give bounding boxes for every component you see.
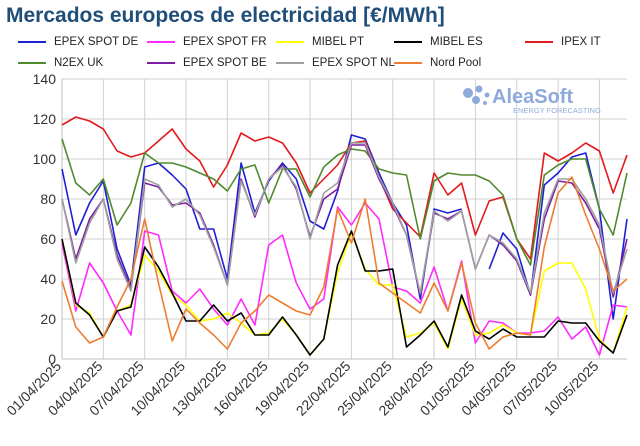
legend-label: MIBEL ES: [430, 36, 483, 48]
y-tick-label: 120: [33, 111, 57, 127]
y-tick-label: 20: [40, 311, 56, 327]
legend-swatch: [394, 62, 422, 64]
legend-swatch: [147, 41, 175, 43]
series-line-epex-spot-fr: [61, 202, 628, 356]
aleasoft-logo: AleaSoft ENERGY FORECASTING: [463, 85, 601, 115]
legend-label: Nord Pool: [430, 57, 482, 69]
y-tick-label: 60: [40, 231, 56, 247]
legend-item: Nord Pool: [394, 57, 481, 69]
logo-name: AleaSoft: [492, 86, 573, 108]
legend-label: MIBEL PT: [312, 36, 364, 48]
page-title: Mercados europeos de electricidad [€/MWh…: [6, 4, 445, 27]
series-line-mibel-es: [61, 230, 628, 356]
legend-item: MIBEL PT: [276, 36, 364, 48]
logo-tagline: ENERGY FORECASTING: [513, 106, 601, 115]
legend-swatch: [276, 62, 304, 64]
series-line-ipex-it: [61, 116, 628, 260]
y-tick-label: 80: [40, 191, 56, 207]
axes: [61, 79, 627, 360]
series-lines: [61, 116, 628, 356]
series-line-nord-pool: [61, 176, 628, 350]
legend-item: EPEX SPOT FR: [147, 36, 267, 48]
legend-item: MIBEL ES: [394, 36, 483, 48]
legend-swatch: [394, 41, 422, 43]
y-tick-label: 140: [33, 71, 57, 87]
y-tick-label: 0: [48, 351, 56, 367]
legend-item: EPEX SPOT BE: [147, 57, 267, 69]
legend-swatch: [18, 62, 46, 64]
legend-swatch: [525, 41, 553, 43]
legend-swatch: [18, 41, 46, 43]
y-tick-labels: 0 20 40 60 80 100 120 140: [33, 71, 57, 367]
legend-item: N2EX UK: [18, 57, 103, 69]
legend-label: EPEX SPOT FR: [183, 36, 267, 48]
legend-label: N2EX UK: [54, 57, 104, 69]
aleasoft-logo-icon: [463, 85, 490, 105]
legend-label: EPEX SPOT DE: [54, 36, 139, 48]
legend-swatch: [147, 62, 175, 64]
legend-label: EPEX SPOT NL: [312, 57, 395, 69]
y-tick-label: 40: [40, 271, 56, 287]
legend-label: IPEX IT: [561, 36, 601, 48]
legend-swatch: [276, 41, 304, 43]
series-line-epex-spot-nl: [61, 142, 628, 294]
legend-item: IPEX IT: [525, 36, 601, 48]
x-tick-labels: 01/04/202504/04/202507/04/202510/04/2025…: [3, 358, 601, 419]
chart-legend: EPEX SPOT DE EPEX SPOT FR MIBEL PT MIBEL ES…: [0, 34, 640, 78]
legend-item: EPEX SPOT DE: [18, 36, 138, 48]
grid-lines: [61, 78, 627, 360]
y-tick-label: 100: [33, 151, 57, 167]
legend-label: EPEX SPOT BE: [183, 57, 267, 69]
legend-item: EPEX SPOT NL: [276, 57, 395, 69]
series-line-n2ex-uk: [61, 138, 628, 266]
